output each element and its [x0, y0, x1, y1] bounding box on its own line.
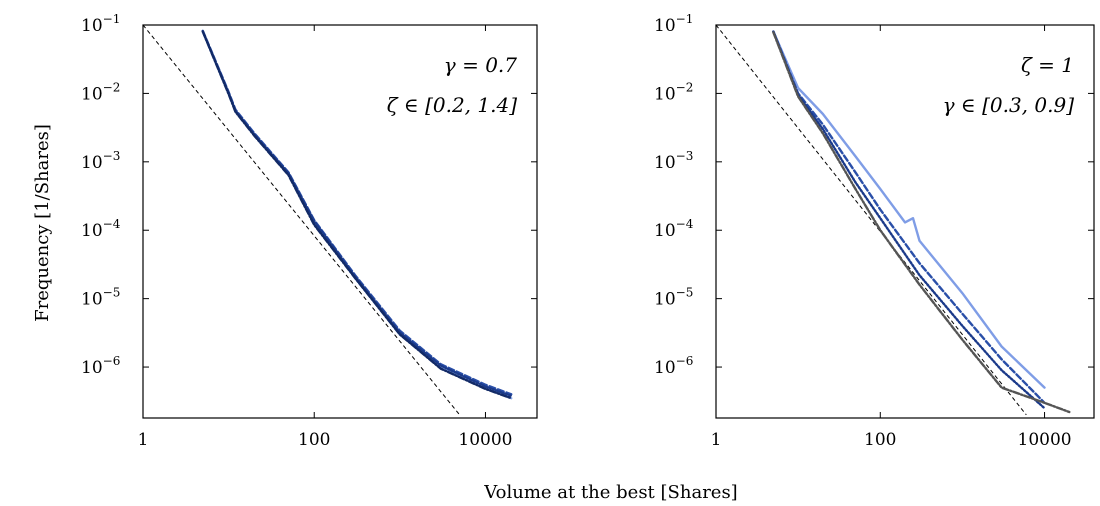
x-axis-title: Volume at the best [Shares]	[483, 482, 737, 503]
plot-area	[143, 25, 513, 416]
annotation-text: ζ ∈ [0.2, 1.4]	[387, 93, 517, 117]
x-tick-label: 100	[298, 430, 330, 450]
x-tick-label: 100	[864, 430, 896, 450]
reference-powerlaw-line	[143, 25, 461, 416]
data-series-line	[201, 30, 513, 400]
y-tick-label: 10−4	[81, 217, 121, 241]
x-tick-label: 1	[711, 430, 722, 450]
y-tick-label: 10−5	[81, 286, 120, 310]
data-series-line	[201, 30, 513, 397]
plot-area	[716, 25, 1071, 416]
data-series-line	[772, 31, 1071, 414]
y-tick-label: 10−1	[81, 12, 120, 36]
data-series-line	[772, 30, 1046, 404]
y-axis-title: Frequency [1/Shares]	[32, 124, 53, 322]
right-panel: 1 100 10000 10−1 10−2 10−3 10−4 10−5 10−6 ζ = 1 γ …	[654, 12, 1095, 450]
annotation-text: γ = 0.7	[444, 53, 518, 77]
x-tick-label: 10000	[1018, 430, 1072, 450]
y-tick-label: 10−6	[654, 354, 693, 378]
data-series-line	[201, 29, 513, 396]
annotation-text: γ ∈ [0.3, 0.9]	[943, 93, 1075, 117]
y-tick-label: 10−1	[654, 12, 693, 36]
y-tick-label: 10−4	[654, 217, 694, 241]
x-tick-label: 10000	[458, 430, 512, 450]
y-tick-label: 10−3	[81, 149, 120, 173]
reference-powerlaw-line	[716, 25, 1027, 416]
x-tick-label: 1	[138, 430, 149, 450]
y-tick-label: 10−5	[654, 286, 693, 310]
y-tick-label: 10−3	[654, 149, 693, 173]
left-panel: 1 100 10000 10−1 10−2 10−3 10−4 10−5 10−6 γ = 0.7…	[81, 12, 538, 450]
y-tick-label: 10−6	[81, 354, 120, 378]
data-series-line	[772, 30, 1046, 389]
y-tick-label: 10−2	[654, 80, 693, 104]
plot-frame	[715, 24, 1095, 419]
annotation-text: ζ = 1	[1021, 53, 1074, 77]
data-series-line	[201, 30, 513, 400]
data-series-line	[772, 30, 1046, 410]
y-tick-label: 10−2	[81, 80, 120, 104]
plot-frame	[142, 24, 538, 419]
